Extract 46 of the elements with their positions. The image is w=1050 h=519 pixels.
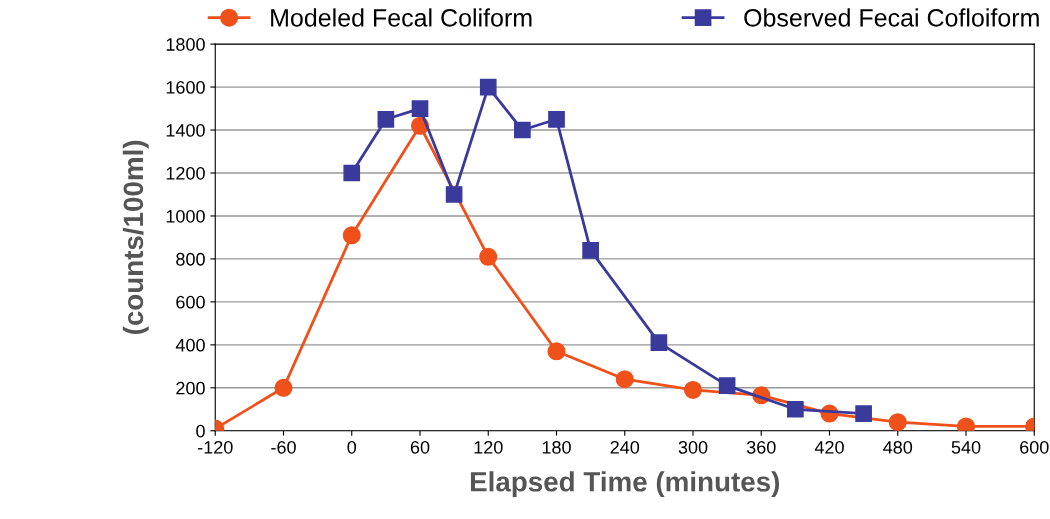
x-tick-label: 420 [814,440,844,454]
x-tick-label: 360 [746,440,776,454]
y-tick-label: 1600 [166,81,205,94]
y-tick-label: 1000 [166,209,205,223]
y-tick-label: 200 [176,381,205,395]
x-tick-label: 480 [883,440,913,454]
y-tick-label: 800 [176,252,205,266]
point [445,186,463,203]
legend-label: Modeled Fecal Coliform [271,8,532,27]
point [343,164,361,182]
point [582,241,599,259]
point [615,370,634,389]
point [514,121,531,139]
x-tick-label: 180 [542,440,571,454]
x-tick-label: 300 [678,440,708,454]
y-tick-label: 1200 [166,166,205,180]
y-axis-title: (counts/100ml) [122,140,149,335]
x-tick-label: 540 [951,440,981,454]
point [650,334,668,352]
legend-label: Observed Fecai Cofloiform [744,8,1039,27]
y-tick-label: 400 [175,338,205,352]
point [547,342,566,361]
y-tick-label: 600 [176,295,205,309]
point [855,405,872,422]
y-tick-label: 0 [196,424,205,438]
y-tick-label: 1800 [166,38,205,51]
x-tick-label: -120 [197,440,233,454]
point [718,377,736,394]
point [683,380,703,399]
point [888,413,907,431]
x-tick-label: 0 [347,440,357,454]
x-tick-label: 600 [1020,440,1049,454]
x-tick-label: 120 [474,440,503,454]
point [411,100,429,117]
point [479,247,498,266]
x-tick-label: -60 [271,440,296,454]
point [342,226,361,245]
point [479,78,497,96]
x-axis-title: Elapsed Time (minutes) [470,471,780,498]
point [548,110,565,128]
point [377,110,395,128]
point [787,400,804,418]
x-tick-label: 60 [410,440,430,454]
y-tick-label: 1400 [166,123,205,137]
x-tick-label: 240 [610,440,640,454]
point [274,378,293,397]
